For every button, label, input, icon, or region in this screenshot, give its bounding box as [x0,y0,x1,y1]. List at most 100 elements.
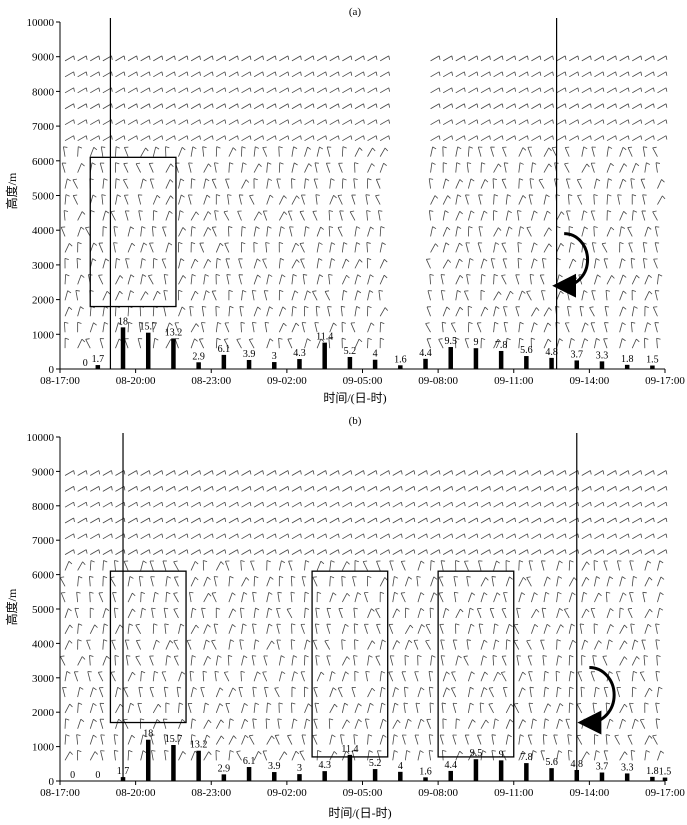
wind-barb-flag [383,274,388,279]
wind-barb [606,163,611,173]
wind-barb [341,719,348,729]
wind-barb [655,718,658,729]
wind-barb-flag [627,549,630,554]
wind-barb-flag [489,517,491,523]
wind-barb-flag [189,591,194,594]
wind-barb-flag [610,624,614,628]
wind-barb-flag [287,486,290,491]
wind-barb-flag [300,103,302,108]
wind-barb-flag [488,703,493,705]
wind-barb [367,322,372,333]
wind-barb-flag [571,592,576,596]
wind-barb [452,703,457,713]
wind-barb-flag [216,258,221,261]
wind-barb [375,608,381,619]
wind-barb-flag [489,55,491,60]
wind-barb-flag [123,486,126,491]
wind-barb-flag [640,135,643,140]
wind-barb [531,258,535,269]
wind-barb [430,71,440,78]
wind-barb-flag [199,549,201,554]
wind-barb-flag [113,226,118,228]
wind-barb-flag [501,71,504,76]
wind-barb [190,119,200,126]
wind-barb [252,687,255,698]
wind-barb-flag [375,71,378,76]
wind-barb-flag [363,533,365,538]
wind-barb-flag [77,242,82,245]
wind-barb [543,470,553,476]
wind-barb-flag [622,592,627,596]
wind-barb [77,135,87,142]
wind-barb [354,119,364,126]
wind-barb [215,561,222,571]
wind-barb [127,226,131,237]
wind-barb [518,671,524,682]
wind-barb [605,290,608,301]
wind-barb-flag [85,87,88,92]
wind-barb [178,87,188,94]
wind-barb-flag [426,549,428,554]
wind-barb-flag [397,719,401,724]
wind-barb [442,533,453,540]
wind-barb-flag [605,289,611,292]
wind-barb-flag [433,592,438,596]
wind-barb [493,274,495,285]
wind-barb-flag [136,55,138,60]
wind-barb-flag [559,703,564,707]
wind-barb [165,163,172,173]
wind-barb [480,135,490,142]
wind-barb-flag [658,274,663,277]
wind-barb-flag [178,242,183,245]
wind-barb-flag [363,87,365,92]
wind-barb-flag [388,119,390,124]
wind-barb [619,640,625,650]
wind-barb [287,211,293,221]
wind-barb [253,258,258,269]
wind-barb-flag [136,119,138,124]
wind-barb [367,87,377,94]
wind-barb-flag [508,226,513,230]
wind-barb [291,274,294,285]
wind-barb-flag [590,470,592,475]
wind-barb-flag [420,687,425,691]
wind-barb [556,87,566,94]
wind-barb-flag [195,624,199,629]
wind-barb-flag [539,470,542,475]
wind-barb-flag [536,608,540,613]
wind-barb [619,135,629,142]
wind-barb [493,671,499,682]
wind-barb [590,671,595,682]
wind-barb [110,577,116,587]
wind-barb [517,210,520,221]
wind-barb-flag [332,592,337,596]
wind-barb-flag [594,734,599,737]
wind-barb [216,533,226,540]
wind-barb-flag [460,608,464,613]
wind-barb [480,55,490,62]
wind-barb [253,486,263,492]
wind-barb [518,501,528,508]
wind-barb-flag [514,87,517,92]
wind-barb [430,560,432,571]
wind-barb-flag [483,210,488,214]
wind-barb [405,486,415,492]
wind-barb [581,751,588,761]
wind-barb [518,290,523,301]
wind-barb-flag [517,258,523,260]
wind-barb [241,655,245,666]
wind-barb [190,259,196,269]
wind-barb-flag [577,87,580,92]
wind-barb [90,501,100,508]
wind-barb [164,750,167,761]
wind-barb [329,87,339,94]
wind-barb [299,211,305,221]
wind-barb [98,592,104,603]
wind-barb-flag [583,290,588,293]
wind-barb [165,501,175,508]
wind-barb-flag [577,486,580,491]
y-tick-label: 1000 [32,329,55,341]
wind-barb-flag [614,734,619,737]
wind-barb [89,576,91,587]
wind-barb [228,87,238,94]
